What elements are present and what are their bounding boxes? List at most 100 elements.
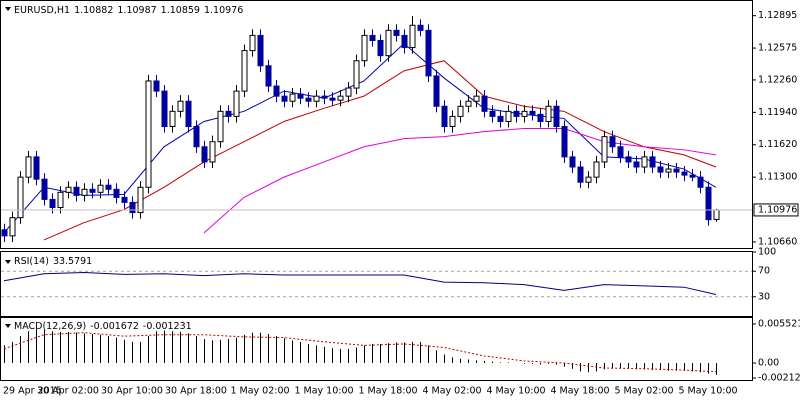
header: EURUSD,H1 1.10882 1.10987 1.10859 1.10976 (14, 5, 243, 16)
value: 33.5791 (53, 256, 92, 267)
candle-body (265, 65, 272, 87)
name: RSI(14) (14, 256, 49, 267)
candle-body (153, 80, 160, 92)
candle-body (113, 188, 120, 198)
y-tick-label: 1.12575 (758, 43, 797, 54)
x-tick-label: 5 May 10:00 (678, 386, 737, 397)
candle-body (185, 100, 192, 128)
candle-body (649, 156, 656, 168)
y-tick-label: 1.11940 (758, 107, 797, 118)
candle-body (65, 186, 72, 193)
name: MACD(12,26,9) (14, 321, 86, 332)
candle-body (497, 115, 504, 122)
candle-body (57, 191, 64, 209)
candle-body (625, 156, 632, 163)
candle-body (617, 146, 624, 158)
candle-body (449, 115, 456, 128)
candle-body (145, 80, 152, 188)
candle-body (513, 110, 520, 117)
candle-body (505, 110, 512, 122)
candle-body (105, 184, 112, 190)
candle-body (225, 110, 232, 117)
candle-body (401, 34, 408, 49)
candle-body (161, 90, 168, 128)
candle-body (73, 186, 80, 196)
menu-icon (5, 7, 11, 11)
candle-body (601, 136, 608, 163)
candle-body (417, 24, 424, 31)
candle-body (33, 156, 40, 180)
candle-body (593, 161, 600, 178)
moving-average (203, 128, 717, 234)
menu-icon (5, 324, 11, 328)
candle-body (81, 188, 88, 196)
candle-body (521, 110, 528, 117)
candle-body (305, 97, 312, 102)
candle-body (9, 217, 16, 237)
candle-body (241, 50, 248, 92)
signal-line (3, 332, 717, 373)
candle-body (121, 196, 128, 203)
candle-body (457, 105, 464, 117)
candle-body (689, 174, 696, 178)
candle-body (281, 95, 288, 102)
y-tick-label: -0.00212 (758, 373, 800, 384)
candle-body (289, 93, 296, 102)
indicator-title: MACD(12,26,9) -0.001672 -0.001231 (14, 321, 192, 332)
candle-body (489, 110, 496, 117)
moving-average (43, 60, 717, 241)
rsi-line (3, 271, 717, 295)
candle-body (273, 85, 280, 97)
candle-body (377, 39, 384, 57)
candle-body (409, 24, 416, 49)
candle-body (137, 186, 144, 214)
candle-body (577, 166, 584, 183)
value: -0.001231 (143, 321, 192, 332)
candle-body (433, 75, 440, 107)
candle-body (393, 29, 400, 36)
candle-body (465, 100, 472, 107)
macd-panel (0, 317, 753, 381)
candle-body (345, 87, 352, 97)
candle-body (177, 100, 184, 112)
candle-body (1, 229, 8, 237)
candle-body (193, 126, 200, 148)
candle-body (129, 201, 136, 214)
current-price: 1.10976 (758, 204, 797, 215)
candle-body (585, 176, 592, 183)
candle-body (249, 34, 256, 52)
candle-body (337, 95, 344, 101)
x-tick-label: 29 Apr 2015 (3, 386, 62, 397)
candle-body (385, 29, 392, 57)
y-tick-label: 70 (758, 266, 770, 277)
candle-body (665, 168, 672, 173)
candle-body (705, 186, 712, 221)
candle-body (481, 95, 488, 112)
candle-body (41, 178, 48, 200)
candle-body (561, 126, 568, 158)
candle-body (17, 176, 24, 219)
menu-icon (5, 260, 11, 264)
x-tick-label: 30 Apr 02:00 (37, 386, 99, 397)
candle-body (441, 105, 448, 128)
y-tick-label: 1.12260 (758, 74, 797, 85)
candle-body (49, 198, 56, 209)
y-tick-label: 0.005521 (758, 319, 800, 330)
candle-body (321, 95, 328, 99)
x-tick-label: 30 Apr 18:00 (165, 386, 227, 397)
candle-body (89, 188, 96, 193)
candle-body (217, 110, 224, 143)
candle-body (97, 184, 104, 193)
y-tick-label: 1.12895 (758, 10, 797, 21)
y-tick-label: 1.11300 (758, 172, 797, 183)
ohlc-close: 1.10976 (204, 5, 243, 16)
y-tick-label: 1.10660 (758, 236, 797, 247)
candle-body (369, 34, 376, 41)
candle-body (633, 161, 640, 168)
candle-body (361, 34, 368, 62)
main-panel (0, 0, 753, 249)
x-tick-label: 4 May 18:00 (550, 386, 609, 397)
